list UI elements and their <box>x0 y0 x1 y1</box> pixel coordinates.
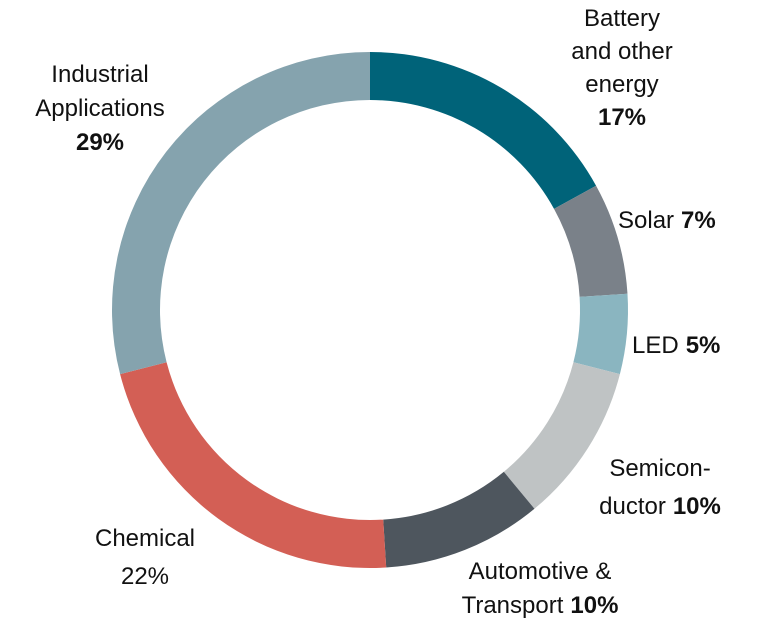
donut-segment <box>370 52 597 209</box>
value-label: 10% <box>673 493 721 520</box>
slice-label: Chemical 22% <box>95 525 195 590</box>
donut-segment <box>111 52 370 375</box>
label-line: Automotive & <box>469 558 612 585</box>
slice-label: Automotive & Transport 10% <box>462 558 619 619</box>
donut-segment <box>573 293 628 375</box>
donut-segment <box>120 362 387 568</box>
slice-label: Industrial Applications 29% <box>35 61 164 156</box>
value-label: 7% <box>681 207 716 234</box>
label-line: Battery <box>584 5 660 32</box>
slice-label: LED 5% <box>632 332 720 359</box>
value-label: 5% <box>686 332 721 359</box>
label-line: Industrial <box>51 61 148 88</box>
label-line: ductor <box>599 493 666 520</box>
label-line: Solar <box>618 207 674 234</box>
slice-label: Solar 7% <box>618 207 716 234</box>
label-line: Chemical <box>95 525 195 552</box>
donut-segment <box>503 362 620 509</box>
label-line: and other <box>571 38 672 65</box>
donut-segment <box>383 471 535 568</box>
value-label: 29% <box>76 129 124 156</box>
label-line: Applications <box>35 95 164 122</box>
label-line: LED <box>632 332 679 359</box>
value-label: 10% <box>570 592 618 619</box>
slice-label: Semicon-ductor 10% <box>599 455 721 520</box>
slice-label: Battery and other energy 17% <box>571 5 672 131</box>
label-line: Semicon- <box>609 455 710 482</box>
label-line: Transport <box>462 592 564 619</box>
value-label: 22% <box>121 563 169 590</box>
donut-segment <box>554 185 628 297</box>
value-label: 17% <box>598 104 646 131</box>
label-line: energy <box>585 71 658 98</box>
